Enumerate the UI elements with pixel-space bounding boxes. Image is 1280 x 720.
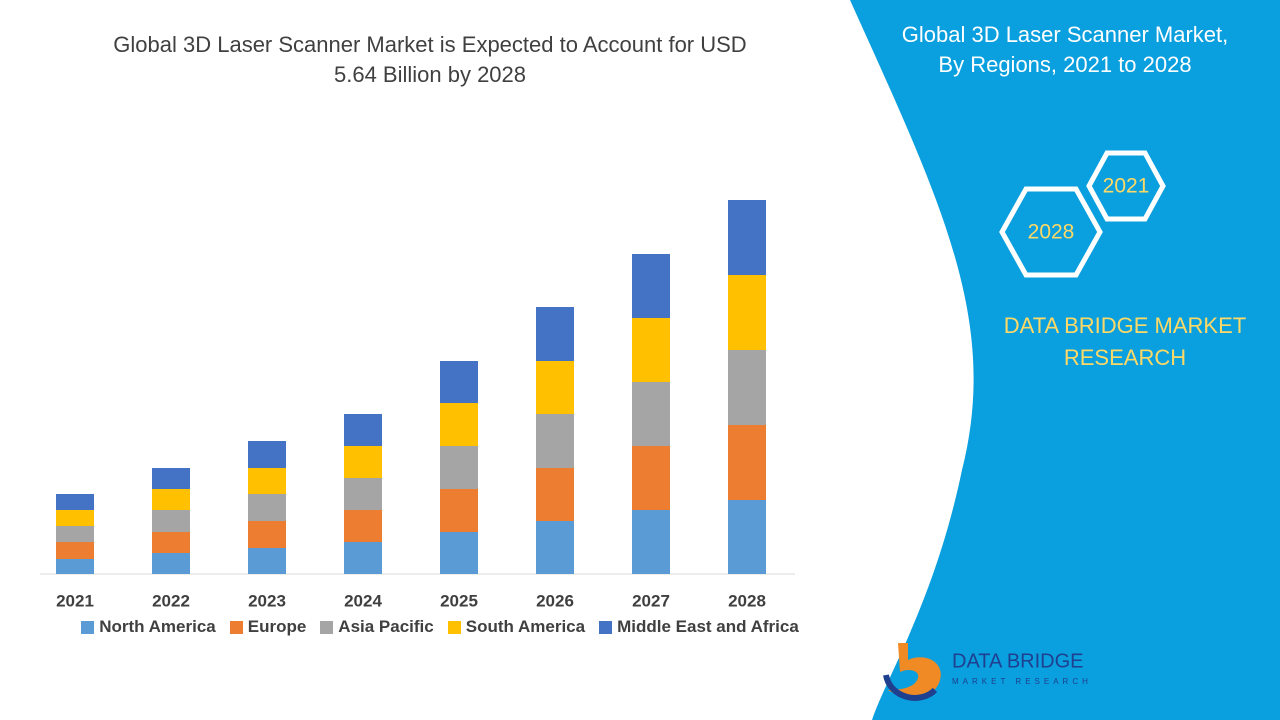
bar-segment bbox=[248, 441, 286, 468]
hex-label: 2028 bbox=[1028, 221, 1075, 244]
bar-segment bbox=[56, 494, 94, 510]
bar-segment bbox=[344, 478, 382, 510]
bar-segment bbox=[632, 382, 670, 446]
bar-segment bbox=[440, 489, 478, 532]
bar-segment bbox=[152, 510, 190, 532]
x-tick-label: 2025 bbox=[440, 591, 478, 610]
x-tick-label: 2022 bbox=[152, 591, 190, 610]
legend-swatch bbox=[81, 620, 95, 634]
bar-segment bbox=[248, 468, 286, 494]
bar-segment bbox=[632, 510, 670, 574]
legend-label: Middle East and Africa bbox=[617, 617, 799, 636]
legend-item: Asia Pacific bbox=[320, 617, 434, 637]
bar-segment bbox=[248, 548, 286, 574]
bar-segment bbox=[728, 425, 766, 500]
logo-mark bbox=[888, 643, 941, 698]
bar-segment bbox=[152, 553, 190, 574]
side-panel-bg bbox=[850, 0, 1280, 720]
bar-segment bbox=[152, 532, 190, 553]
legend-item: Europe bbox=[229, 617, 307, 637]
x-tick-label: 2024 bbox=[344, 591, 382, 610]
legend-swatch bbox=[229, 620, 243, 634]
bar-segment bbox=[56, 510, 94, 526]
legend-label: Asia Pacific bbox=[338, 617, 434, 636]
bar-segment bbox=[248, 494, 286, 521]
bar-segment bbox=[152, 468, 190, 489]
legend-item: North America bbox=[81, 617, 216, 637]
bar-segment bbox=[632, 254, 670, 318]
bar-segment bbox=[728, 275, 766, 350]
bar-segment bbox=[344, 446, 382, 478]
brand: DATA BRIDGE MARKET RESEARCH bbox=[1003, 313, 1247, 370]
bar-segment bbox=[536, 307, 574, 361]
bar-segment bbox=[536, 521, 574, 574]
hexagon bbox=[1086, 150, 1166, 222]
bar-segment bbox=[344, 542, 382, 574]
logo-text: DATA BRIDGE bbox=[952, 650, 1084, 672]
legend-item: Middle East and Africa bbox=[599, 617, 799, 637]
legend-label: North America bbox=[99, 617, 216, 636]
legend-swatch bbox=[320, 620, 334, 634]
bar-segment bbox=[440, 446, 478, 489]
chart-title: Global 3D Laser Scanner Market is Expect… bbox=[113, 32, 747, 87]
legend-label: Europe bbox=[247, 617, 307, 636]
bar-segment bbox=[152, 489, 190, 510]
bar-segment bbox=[728, 500, 766, 574]
bar-segment bbox=[632, 446, 670, 510]
bar-segment bbox=[728, 350, 766, 425]
bar-segment bbox=[56, 559, 94, 574]
bar-segment bbox=[248, 521, 286, 548]
x-tick-label: 2021 bbox=[56, 591, 94, 610]
logo-subtext: MARKET RESEARCH bbox=[952, 677, 1092, 686]
legend-swatch bbox=[447, 620, 461, 634]
bar-segment bbox=[536, 361, 574, 414]
bar-segment bbox=[728, 200, 766, 275]
bar-segment bbox=[536, 414, 574, 468]
hexagon bbox=[999, 186, 1103, 278]
x-tick-label: 2028 bbox=[728, 591, 766, 610]
bar-segment bbox=[440, 532, 478, 574]
x-tick-label: 2023 bbox=[248, 591, 286, 610]
bar-segment bbox=[440, 403, 478, 446]
hex-label: 2021 bbox=[1103, 175, 1150, 198]
bar-segment bbox=[344, 414, 382, 446]
bar-segment bbox=[440, 361, 478, 403]
legend: North America Europe Asia Pacific South Ame… bbox=[40, 617, 840, 637]
legend-label: South America bbox=[465, 617, 586, 636]
legend-swatch bbox=[599, 620, 613, 634]
bar-segment bbox=[56, 542, 94, 559]
x-tick-label: 2026 bbox=[536, 591, 574, 610]
bar-segment bbox=[536, 468, 574, 521]
logo-mark bbox=[883, 674, 938, 701]
bar-segment bbox=[632, 318, 670, 382]
x-tick-label: 2027 bbox=[632, 591, 670, 610]
legend-item: South America bbox=[447, 617, 586, 637]
panel-title: Global 3D Laser Scanner Market, By Regio… bbox=[901, 22, 1229, 77]
bar-segment bbox=[56, 526, 94, 542]
bar-segment bbox=[344, 510, 382, 542]
